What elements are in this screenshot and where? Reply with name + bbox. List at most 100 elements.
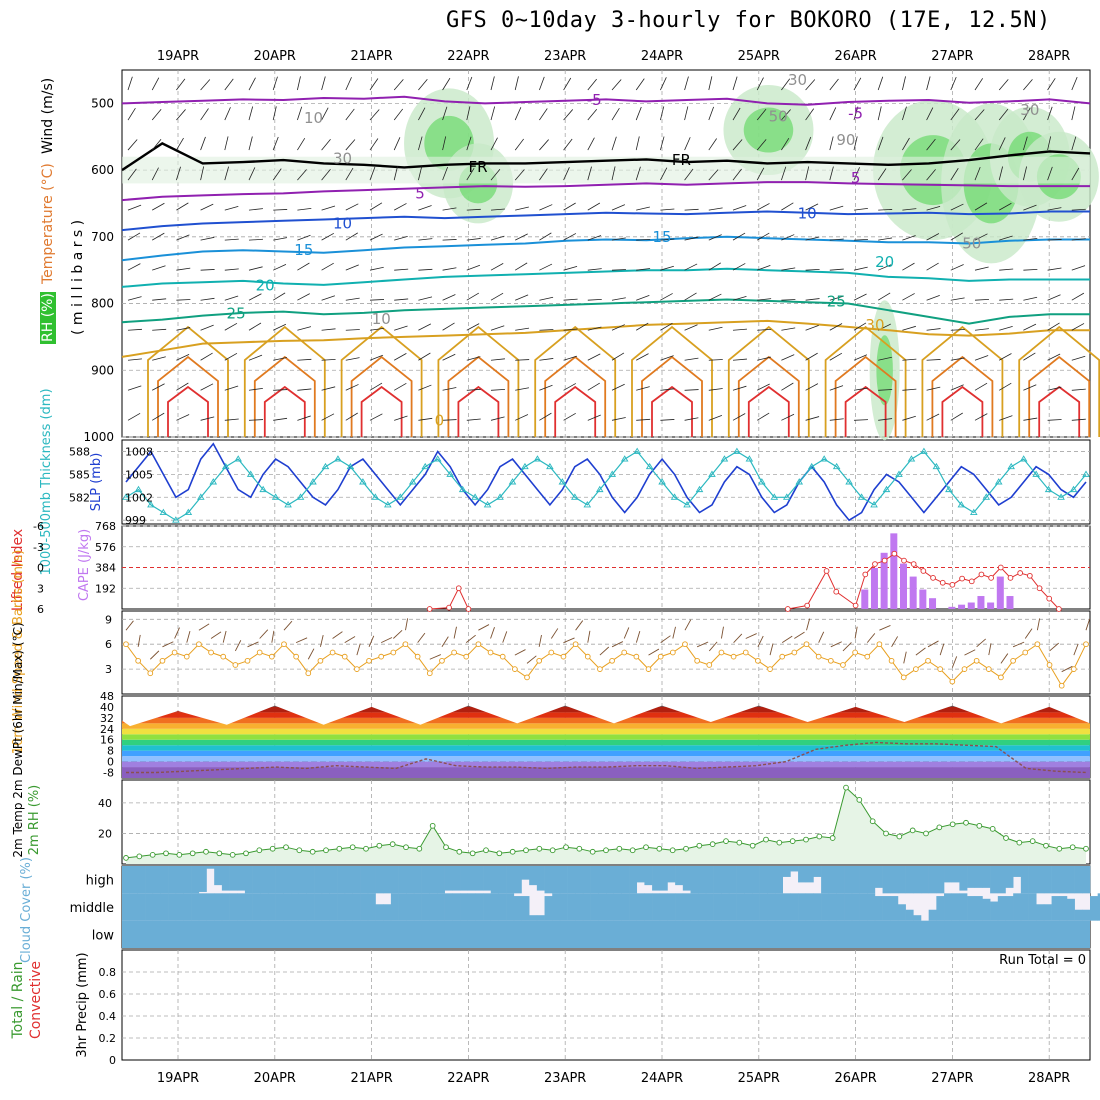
date-label-top: 24APR xyxy=(641,49,683,64)
li-marker xyxy=(891,550,898,557)
wind-barb xyxy=(781,109,791,121)
cloud-mid-cell xyxy=(828,893,837,921)
y-tick-cape: 192 xyxy=(95,582,116,595)
cloud-high-cell xyxy=(751,866,760,894)
rh-marker xyxy=(229,851,236,858)
cloud-mid-cell xyxy=(291,893,299,921)
contour-label: 50 xyxy=(769,108,788,126)
thickness-marker xyxy=(271,493,280,500)
wind-barb xyxy=(950,357,965,361)
cloud-high-cell xyxy=(291,866,299,894)
cloud-mid-cell xyxy=(882,896,891,921)
wind-barb xyxy=(152,328,167,331)
cape-bar xyxy=(900,563,907,609)
wind-barb xyxy=(805,136,812,151)
cloud-mid-cell xyxy=(1028,893,1037,921)
wind-barb xyxy=(950,297,965,301)
cloud-mid-cell xyxy=(682,893,691,921)
wind-barb xyxy=(394,353,407,361)
wind-barb xyxy=(466,292,480,301)
wind-barb xyxy=(393,79,404,91)
cloud-high-cell xyxy=(521,866,530,880)
isotherm-15 xyxy=(121,235,1090,262)
surface-wind-barb xyxy=(1012,641,1025,648)
cloud-high-cell xyxy=(367,866,376,894)
wind-barb xyxy=(176,267,191,271)
li-marker xyxy=(862,571,869,578)
surface-wind-barb xyxy=(830,641,842,648)
rh-marker xyxy=(1029,838,1036,844)
wind-barb xyxy=(853,419,869,421)
wind-barb xyxy=(200,324,214,331)
wind-barb xyxy=(1047,136,1052,151)
surface-wind-barb xyxy=(198,623,210,631)
wind-barb xyxy=(127,232,141,241)
wind-barb xyxy=(369,166,376,181)
thickness-marker xyxy=(496,493,504,500)
wind-barb xyxy=(297,207,312,211)
cloud-high-cell xyxy=(168,866,177,894)
wind-barb xyxy=(466,264,481,271)
y-tick-li: 6 xyxy=(37,603,44,616)
wind-barb xyxy=(635,322,649,331)
wind-speed-marker xyxy=(1058,682,1065,689)
wind-speed-marker xyxy=(499,653,506,660)
cloud-high-cell xyxy=(913,866,922,894)
panel-frame-precip xyxy=(121,949,1091,1061)
panel-frame-wind xyxy=(121,610,1091,695)
cloud-mid-cell xyxy=(936,896,945,921)
wind-barb xyxy=(587,166,592,181)
wind-barb xyxy=(1071,238,1086,241)
contour-label: 25 xyxy=(227,305,246,323)
thickness-marker xyxy=(134,485,143,493)
y-label-cape: CAPE (J/kg) xyxy=(77,529,92,601)
wind-barb xyxy=(442,106,448,121)
surface-wind-barb xyxy=(939,643,945,656)
rh-marker xyxy=(803,836,809,843)
y-tick-wind: 3 xyxy=(105,663,112,676)
cloud-high-cell xyxy=(145,866,154,894)
surface-wind-barb xyxy=(769,643,774,656)
wind-barb xyxy=(442,239,457,241)
thickness-marker xyxy=(1007,462,1015,470)
wind-barb xyxy=(297,106,303,121)
isotherm-30 xyxy=(121,319,1090,358)
cloud-high-cell xyxy=(1005,866,1014,888)
wind-barb xyxy=(539,168,548,181)
wind-barb xyxy=(297,326,312,331)
surface-wind-barb xyxy=(757,635,764,647)
y-tick-temp: 0 xyxy=(107,756,114,769)
surface-wind-barb xyxy=(453,626,457,639)
wind-barb xyxy=(732,76,738,91)
wind-barb xyxy=(297,76,301,91)
wind-barb xyxy=(1023,136,1028,151)
cloud-mid-cell xyxy=(621,893,630,921)
wind-barb xyxy=(684,236,699,241)
li-marker xyxy=(1036,585,1043,592)
rh-marker xyxy=(429,822,436,829)
date-label-top: 26APR xyxy=(834,49,876,64)
wind-barb xyxy=(369,327,384,331)
wind-barb xyxy=(781,413,795,421)
cloud-high-cell xyxy=(160,866,169,894)
wind-barb xyxy=(490,416,505,421)
cloud-high-cell xyxy=(851,866,860,894)
cloud-mid-cell xyxy=(959,893,968,921)
wind-speed-marker xyxy=(669,649,676,656)
wind-barb xyxy=(974,109,985,121)
cloud-high-cell xyxy=(667,866,676,883)
wind-barb xyxy=(515,359,530,361)
wind-barb xyxy=(708,414,723,421)
thickness-marker xyxy=(546,462,554,470)
li-marker xyxy=(784,606,791,612)
wind-barb xyxy=(902,76,906,91)
wind-barb xyxy=(248,136,253,151)
wind-barb xyxy=(345,329,360,331)
cloud-high-cell xyxy=(175,866,184,894)
wind-barb xyxy=(781,166,787,181)
wind-barb xyxy=(297,234,311,241)
wind-barb xyxy=(805,268,820,271)
cloud-mid-cell xyxy=(613,893,622,921)
thickness-marker xyxy=(1019,455,1028,462)
li-marker xyxy=(959,575,965,582)
